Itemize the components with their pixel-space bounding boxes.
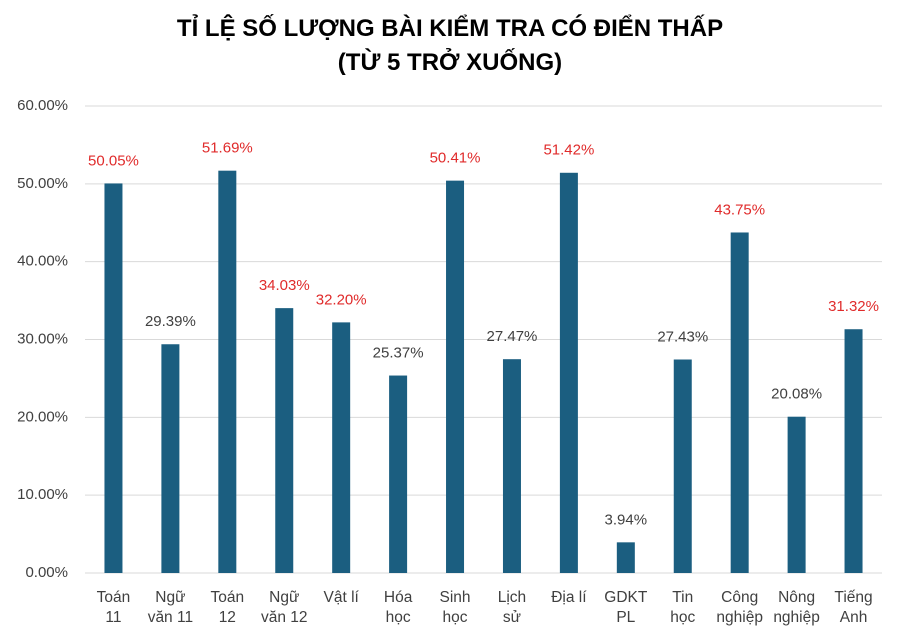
- y-tick-label: 0.00%: [25, 564, 68, 581]
- x-tick-label: Nông nghiệp: [773, 589, 820, 626]
- x-tick-label: Sinh học: [439, 589, 471, 626]
- chart-title: TỈ LỆ SỐ LƯỢNG BÀI KIỂM TRA CÓ ĐIỂN THẤP…: [176, 15, 724, 76]
- y-tick-label: 60.00%: [17, 97, 68, 114]
- bar: [332, 322, 351, 573]
- bar: [104, 183, 123, 574]
- bar: [616, 542, 635, 573]
- x-tick-label: GDKT PL: [604, 589, 648, 626]
- bar: [446, 180, 465, 574]
- y-tick-label: 10.00%: [17, 486, 68, 503]
- bar: [161, 344, 180, 573]
- bar: [389, 375, 408, 573]
- x-tick-label: Ngữ văn 12: [260, 589, 308, 626]
- bar: [730, 232, 749, 573]
- x-tick-label: Hóa học: [383, 589, 413, 626]
- value-label: 27.43%: [657, 328, 708, 345]
- x-tick-label: Địa lí: [551, 589, 587, 606]
- y-tick-label: 50.00%: [17, 175, 68, 192]
- value-label: 51.42%: [543, 142, 594, 159]
- x-tick-label: Toán 11: [96, 589, 131, 626]
- x-tick-label: Tin học: [670, 589, 696, 626]
- value-label: 20.08%: [771, 386, 822, 403]
- value-label: 27.47%: [487, 328, 538, 345]
- bar: [559, 172, 578, 573]
- x-tick-label: Ngữ văn 11: [147, 589, 194, 626]
- value-label: 50.05%: [88, 152, 139, 169]
- bar: [275, 308, 294, 573]
- bar: [787, 416, 806, 573]
- bar: [673, 359, 692, 573]
- value-label: 32.20%: [316, 291, 367, 308]
- x-tick-label: Toán 12: [210, 589, 245, 626]
- value-label: 3.94%: [605, 511, 648, 528]
- bar: [502, 359, 521, 573]
- value-label: 25.37%: [373, 345, 424, 362]
- value-label: 43.75%: [714, 201, 765, 218]
- y-tick-label: 20.00%: [17, 408, 68, 425]
- value-label: 29.39%: [145, 313, 196, 330]
- bar: [844, 329, 863, 573]
- y-tick-label: 40.00%: [17, 253, 68, 270]
- x-tick-label: Lịch sử: [497, 589, 527, 626]
- value-label: 50.41%: [430, 150, 481, 167]
- x-tick-label: Vật lí: [323, 589, 359, 606]
- bar: [218, 170, 237, 573]
- x-tick-label: Công nghiệp: [716, 589, 763, 626]
- value-label: 51.69%: [202, 140, 253, 157]
- x-tick-label: Tiếng Anh: [834, 589, 873, 626]
- y-tick-label: 30.00%: [17, 330, 68, 347]
- value-label: 31.32%: [828, 298, 879, 315]
- value-label: 34.03%: [259, 277, 310, 294]
